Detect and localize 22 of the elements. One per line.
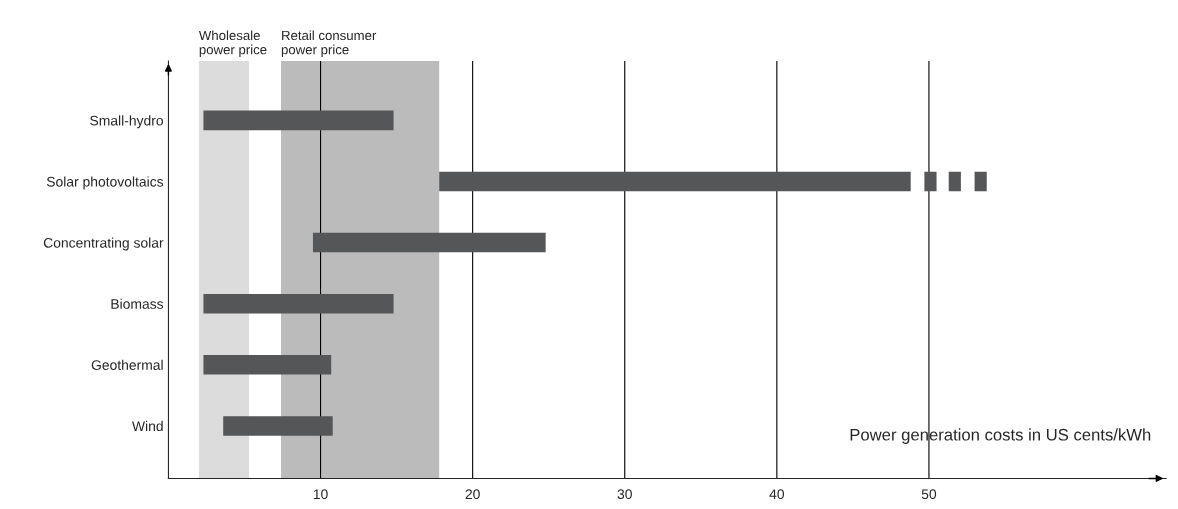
band-label: Retail consumer power price	[281, 30, 377, 57]
band-label: Wholesale power price	[198, 30, 267, 57]
bar	[924, 171, 937, 192]
y-tick-label: Solar photovoltaics	[46, 176, 164, 190]
y-tick-label: Biomass	[111, 298, 164, 309]
x-tick-label: 20	[465, 489, 480, 500]
x-tick-label: 40	[769, 489, 785, 500]
x-tick-label: 10	[313, 489, 328, 500]
x-tick-label: 50	[921, 489, 937, 500]
bar	[948, 171, 961, 192]
bar	[439, 171, 911, 192]
y-tick-label: Wind	[132, 420, 163, 432]
bar	[203, 110, 394, 131]
y-tick-label: Concentrating solar	[43, 237, 164, 251]
bar	[974, 171, 987, 192]
bar	[312, 232, 546, 253]
y-tick-label: Geothermal	[91, 359, 163, 370]
bar	[203, 355, 332, 375]
x-tick-label: 30	[617, 489, 632, 500]
y-tick-label: Small-hydro	[90, 115, 164, 129]
bar	[223, 416, 333, 436]
bar	[203, 293, 394, 314]
